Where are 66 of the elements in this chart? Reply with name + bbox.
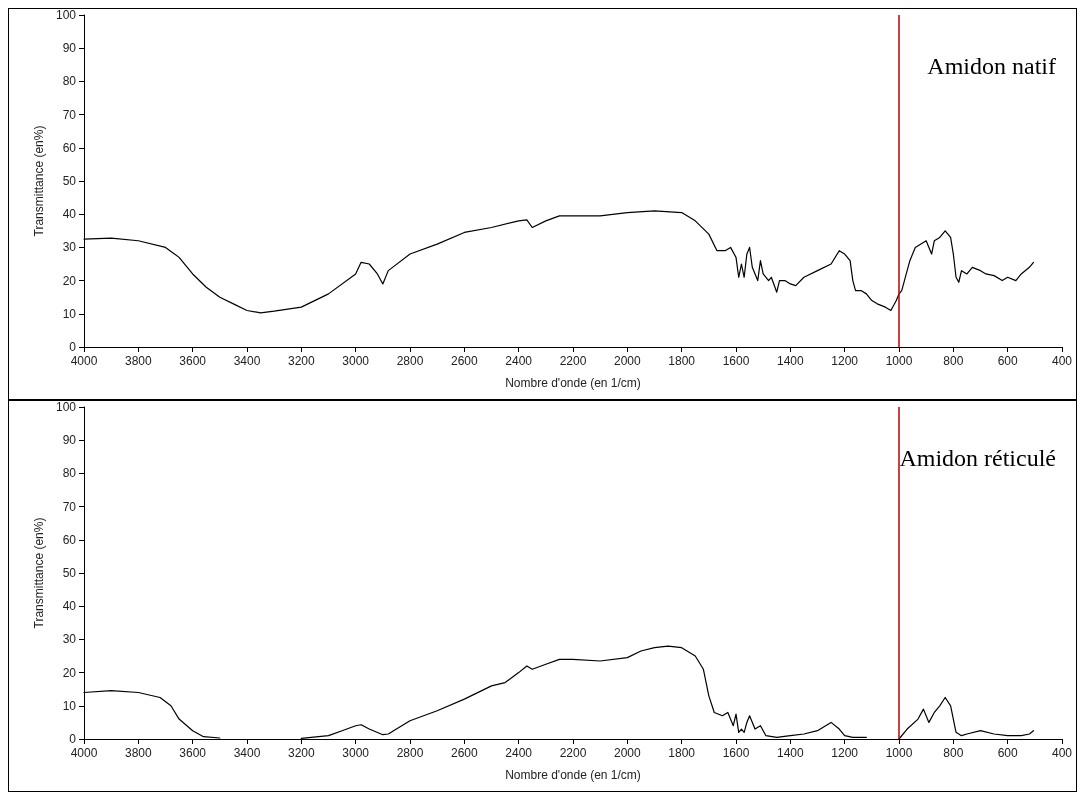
x-tick-label: 3400 <box>233 746 261 760</box>
y-tick-label: 10 <box>62 698 77 713</box>
annotation: Amidon réticulé <box>899 445 1056 471</box>
x-tick-label: 600 <box>997 746 1018 760</box>
x-tick-label: 2800 <box>396 354 424 368</box>
x-tick-label: 1800 <box>668 354 696 368</box>
y-tick-label: 90 <box>62 433 77 448</box>
x-tick-label: 3200 <box>287 746 315 760</box>
x-tick-label: 3600 <box>179 746 207 760</box>
x-tick-label: 1600 <box>722 354 750 368</box>
y-axis-title: Transmittance (en%) <box>32 517 47 629</box>
y-tick-label: 100 <box>55 400 77 414</box>
x-tick-label: 800 <box>943 354 964 368</box>
x-tick-label: 2600 <box>450 746 478 760</box>
x-tick-label: 4000 <box>70 354 98 368</box>
y-tick-label: 20 <box>62 273 77 288</box>
annotation: Amidon natif <box>927 53 1057 79</box>
x-tick-label: 3400 <box>233 354 261 368</box>
y-tick-label: 0 <box>69 340 77 354</box>
y-tick-label: 50 <box>62 566 77 580</box>
x-tick-label: 1200 <box>831 354 859 368</box>
x-axis-title: Nombre d'onde (en 1/cm) <box>505 376 641 390</box>
x-tick-label: 2200 <box>559 354 587 368</box>
y-tick-label: 20 <box>62 665 77 680</box>
x-tick-label: 3000 <box>342 354 370 368</box>
x-tick-label: 3000 <box>342 746 370 760</box>
y-tick-label: 80 <box>62 466 77 481</box>
y-tick-label: 90 <box>62 41 77 56</box>
y-tick-label: 50 <box>62 174 77 188</box>
y-tick-label: 80 <box>62 74 77 89</box>
y-tick-label: 30 <box>62 240 77 255</box>
x-tick-label: 400 <box>1051 354 1073 368</box>
y-tick-label: 40 <box>62 207 77 222</box>
x-tick-label: 1800 <box>668 746 696 760</box>
x-tick-label: 3600 <box>179 354 207 368</box>
x-tick-label: 3200 <box>287 354 315 368</box>
y-tick-label: 60 <box>62 532 77 547</box>
x-tick-label: 3800 <box>124 354 152 368</box>
y-tick-label: 40 <box>62 599 77 614</box>
x-tick-label: 800 <box>943 746 964 760</box>
x-tick-label: 1400 <box>776 354 804 368</box>
y-tick-label: 30 <box>62 632 77 647</box>
x-tick-label: 1200 <box>831 746 859 760</box>
x-tick-label: 2800 <box>396 746 424 760</box>
x-tick-label: 400 <box>1051 746 1073 760</box>
x-tick-label: 1000 <box>885 354 913 368</box>
y-axis-title: Transmittance (en%) <box>32 125 47 237</box>
x-tick-label: 2000 <box>613 746 641 760</box>
y-tick-label: 60 <box>62 140 77 155</box>
y-tick-label: 70 <box>62 107 77 122</box>
y-tick-label: 10 <box>62 306 77 321</box>
x-tick-label: 1600 <box>722 746 750 760</box>
x-tick-label: 3800 <box>124 746 152 760</box>
x-tick-label: 2000 <box>613 354 641 368</box>
x-tick-label: 600 <box>997 354 1018 368</box>
x-tick-label: 2200 <box>559 746 587 760</box>
x-tick-label: 2600 <box>450 354 478 368</box>
y-tick-label: 100 <box>55 8 77 22</box>
y-tick-label: 0 <box>69 732 77 746</box>
x-axis-title: Nombre d'onde (en 1/cm) <box>505 768 641 782</box>
y-tick-label: 70 <box>62 499 77 514</box>
x-tick-label: 2400 <box>505 746 533 760</box>
x-tick-label: 4000 <box>70 746 98 760</box>
x-tick-label: 1000 <box>885 746 913 760</box>
x-tick-label: 2400 <box>505 354 533 368</box>
x-tick-label: 1400 <box>776 746 804 760</box>
